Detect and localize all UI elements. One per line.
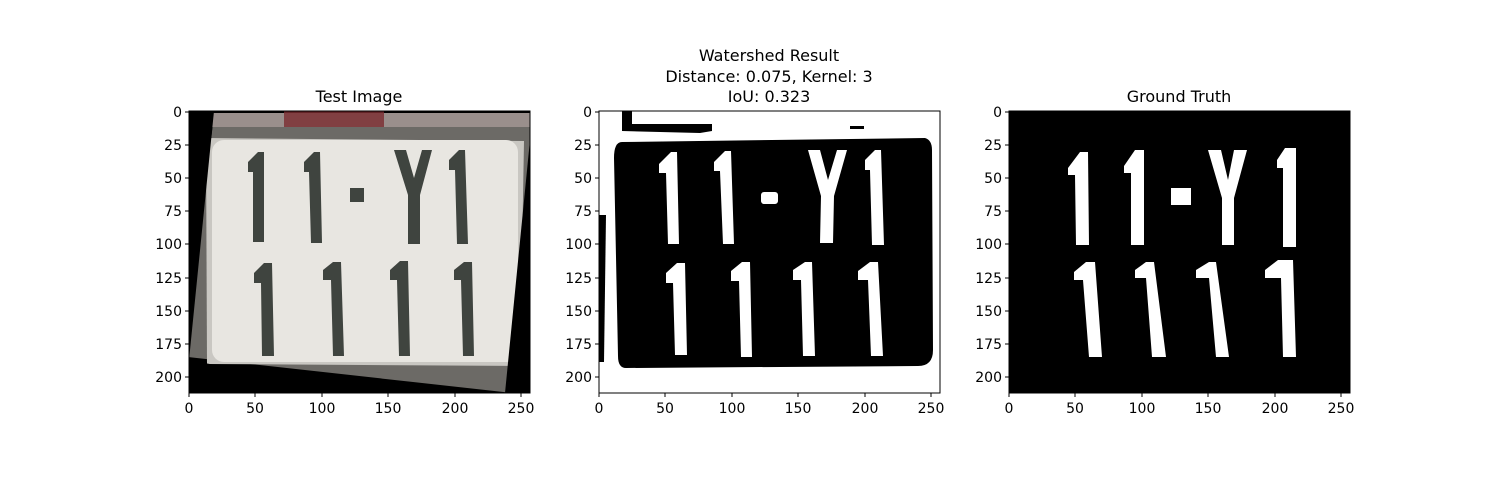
y-tick-label: 25 <box>164 138 182 154</box>
panel-title: Ground Truth <box>1127 87 1232 106</box>
y-tick-label: 25 <box>984 138 1002 154</box>
y-tick-label: 125 <box>155 271 182 287</box>
x-tick-label: 200 <box>852 401 879 417</box>
x-ticks: 0 50 100 150 200 250 <box>1005 393 1355 417</box>
y-ticks: 0 25 50 75 100 125 150 175 200 <box>975 105 1009 386</box>
x-tick-label: 0 <box>1005 401 1014 417</box>
y-ticks: 0 25 50 75 100 125 150 175 200 <box>155 105 189 386</box>
watershed-mask <box>599 111 940 393</box>
x-tick-label: 200 <box>442 401 469 417</box>
panel-watershed-result: Watershed Result Distance: 0.075, Kernel… <box>565 46 944 417</box>
test-image <box>189 111 530 393</box>
y-tick-label: 150 <box>155 304 182 320</box>
panel-ground-truth: Ground Truth 0 25 50 75 <box>975 87 1354 417</box>
ground-truth-characters <box>1068 148 1296 357</box>
y-tick-label: 175 <box>975 337 1002 353</box>
panel-title-line: IoU: 0.323 <box>728 87 811 106</box>
x-tick-label: 150 <box>1195 401 1222 417</box>
x-tick-label: 100 <box>1129 401 1156 417</box>
y-tick-label: 100 <box>565 237 592 253</box>
y-tick-label: 200 <box>565 370 592 386</box>
x-tick-label: 250 <box>1328 401 1355 417</box>
x-tick-label: 250 <box>508 401 535 417</box>
y-tick-label: 150 <box>565 304 592 320</box>
panel-test-image: Test Image <box>155 87 534 417</box>
y-tick-label: 175 <box>565 337 592 353</box>
y-tick-label: 100 <box>975 237 1002 253</box>
y-tick-label: 150 <box>975 304 1002 320</box>
panel-title-line: Distance: 0.075, Kernel: 3 <box>665 67 872 86</box>
x-tick-label: 0 <box>595 401 604 417</box>
x-tick-label: 200 <box>1262 401 1289 417</box>
y-tick-label: 100 <box>155 237 182 253</box>
x-tick-label: 0 <box>185 401 194 417</box>
y-tick-label: 175 <box>155 337 182 353</box>
x-tick-label: 50 <box>1066 401 1084 417</box>
y-tick-label: 200 <box>975 370 1002 386</box>
y-tick-label: 0 <box>583 105 592 121</box>
y-tick-label: 75 <box>984 204 1002 220</box>
y-tick-label: 75 <box>574 204 592 220</box>
y-tick-label: 25 <box>574 138 592 154</box>
y-tick-label: 0 <box>993 105 1002 121</box>
mask-characters <box>659 150 884 357</box>
x-tick-label: 100 <box>309 401 336 417</box>
x-ticks: 0 50 100 150 200 250 <box>595 393 945 417</box>
y-tick-label: 50 <box>574 171 592 187</box>
y-tick-label: 200 <box>155 370 182 386</box>
y-tick-label: 125 <box>975 271 1002 287</box>
panel-title: Test Image <box>315 87 403 106</box>
x-tick-label: 150 <box>375 401 402 417</box>
x-tick-label: 50 <box>246 401 264 417</box>
y-tick-label: 125 <box>565 271 592 287</box>
x-tick-label: 250 <box>918 401 945 417</box>
y-tick-label: 0 <box>173 105 182 121</box>
y-tick-label: 50 <box>984 171 1002 187</box>
y-tick-label: 75 <box>164 204 182 220</box>
x-ticks: 0 50 100 150 200 250 <box>185 393 535 417</box>
ground-truth-mask <box>1009 111 1350 393</box>
x-tick-label: 50 <box>656 401 674 417</box>
x-tick-label: 150 <box>785 401 812 417</box>
panel-title-line: Watershed Result <box>699 46 839 65</box>
y-ticks: 0 25 50 75 100 125 150 175 200 <box>565 105 599 386</box>
plate-characters <box>248 150 474 356</box>
y-tick-label: 50 <box>164 171 182 187</box>
x-tick-label: 100 <box>719 401 746 417</box>
